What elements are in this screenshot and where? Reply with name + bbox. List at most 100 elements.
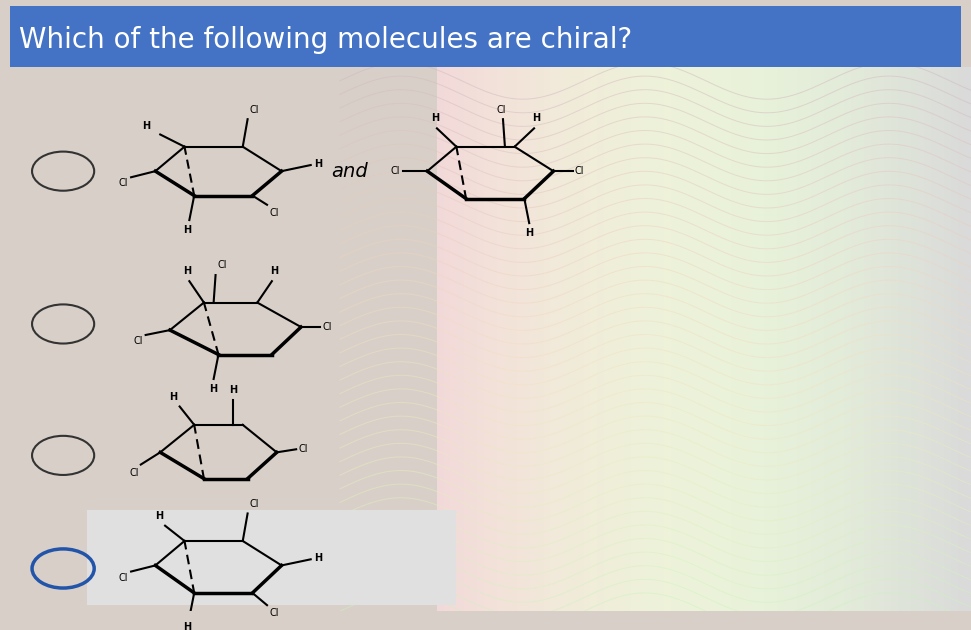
Bar bbox=[724, 67, 734, 611]
Bar bbox=[484, 67, 493, 611]
Bar bbox=[924, 67, 934, 611]
FancyBboxPatch shape bbox=[87, 510, 456, 605]
Bar bbox=[818, 67, 827, 611]
Bar bbox=[790, 67, 800, 611]
Bar bbox=[597, 67, 607, 611]
Bar bbox=[885, 67, 894, 611]
Bar bbox=[951, 67, 960, 611]
Text: and: and bbox=[331, 162, 368, 181]
Bar bbox=[785, 67, 794, 611]
Bar bbox=[637, 67, 647, 611]
Text: Cl: Cl bbox=[129, 467, 139, 478]
Text: H: H bbox=[229, 386, 237, 396]
Bar bbox=[451, 67, 460, 611]
Bar bbox=[537, 67, 547, 611]
Bar bbox=[504, 67, 514, 611]
Bar bbox=[684, 67, 693, 611]
Bar bbox=[944, 67, 954, 611]
FancyBboxPatch shape bbox=[10, 6, 961, 67]
Bar bbox=[590, 67, 600, 611]
Bar bbox=[711, 67, 720, 611]
Bar bbox=[878, 67, 887, 611]
Bar bbox=[604, 67, 614, 611]
Bar bbox=[690, 67, 700, 611]
Bar bbox=[797, 67, 807, 611]
Bar bbox=[737, 67, 747, 611]
Text: Cl: Cl bbox=[496, 105, 506, 115]
Text: H: H bbox=[314, 159, 321, 169]
Text: H: H bbox=[184, 622, 191, 630]
Bar bbox=[611, 67, 620, 611]
Bar bbox=[551, 67, 560, 611]
Bar bbox=[938, 67, 948, 611]
Text: Cl: Cl bbox=[298, 444, 308, 454]
Bar bbox=[618, 67, 627, 611]
Text: H: H bbox=[525, 228, 533, 238]
Text: Cl: Cl bbox=[390, 166, 400, 176]
Text: H: H bbox=[270, 266, 278, 277]
Bar bbox=[831, 67, 841, 611]
Bar bbox=[718, 67, 727, 611]
Text: H: H bbox=[155, 512, 163, 522]
Bar bbox=[664, 67, 674, 611]
Bar bbox=[857, 67, 867, 611]
Bar bbox=[671, 67, 681, 611]
Bar bbox=[497, 67, 507, 611]
Bar bbox=[530, 67, 540, 611]
Bar bbox=[477, 67, 486, 611]
Bar bbox=[911, 67, 921, 611]
Text: Cl: Cl bbox=[270, 608, 280, 618]
Bar bbox=[957, 67, 967, 611]
Bar bbox=[811, 67, 820, 611]
Bar bbox=[470, 67, 480, 611]
Bar bbox=[517, 67, 526, 611]
Text: Cl: Cl bbox=[322, 322, 332, 332]
Text: Cl: Cl bbox=[218, 260, 227, 270]
Text: H: H bbox=[210, 384, 218, 394]
Bar bbox=[571, 67, 581, 611]
Bar bbox=[624, 67, 634, 611]
Text: Cl: Cl bbox=[270, 208, 280, 218]
Bar bbox=[778, 67, 787, 611]
Bar bbox=[544, 67, 553, 611]
Bar bbox=[731, 67, 741, 611]
Bar bbox=[844, 67, 854, 611]
Bar bbox=[557, 67, 567, 611]
Bar bbox=[564, 67, 574, 611]
Bar bbox=[751, 67, 760, 611]
Bar bbox=[678, 67, 687, 611]
Text: Which of the following molecules are chiral?: Which of the following molecules are chi… bbox=[19, 26, 633, 54]
Bar bbox=[964, 67, 971, 611]
Bar bbox=[657, 67, 667, 611]
Bar bbox=[457, 67, 467, 611]
Bar bbox=[437, 67, 447, 611]
Text: Cl: Cl bbox=[118, 573, 128, 583]
Bar bbox=[871, 67, 881, 611]
Bar bbox=[651, 67, 660, 611]
Text: Cl: Cl bbox=[250, 105, 259, 115]
Bar bbox=[697, 67, 707, 611]
Text: H: H bbox=[184, 266, 191, 277]
Bar bbox=[824, 67, 834, 611]
Bar bbox=[864, 67, 874, 611]
Bar bbox=[444, 67, 453, 611]
Text: H: H bbox=[431, 113, 439, 123]
Bar bbox=[764, 67, 774, 611]
Bar bbox=[891, 67, 901, 611]
Bar bbox=[757, 67, 767, 611]
Text: H: H bbox=[170, 392, 178, 401]
Text: H: H bbox=[184, 225, 191, 235]
Text: Cl: Cl bbox=[250, 499, 259, 509]
Bar bbox=[511, 67, 520, 611]
Bar bbox=[490, 67, 500, 611]
Bar bbox=[771, 67, 781, 611]
Bar bbox=[897, 67, 907, 611]
Bar bbox=[704, 67, 714, 611]
Bar bbox=[464, 67, 474, 611]
Bar bbox=[918, 67, 927, 611]
Bar bbox=[904, 67, 914, 611]
Text: Cl: Cl bbox=[133, 336, 143, 346]
Bar bbox=[630, 67, 640, 611]
Bar bbox=[838, 67, 848, 611]
Bar bbox=[523, 67, 533, 611]
